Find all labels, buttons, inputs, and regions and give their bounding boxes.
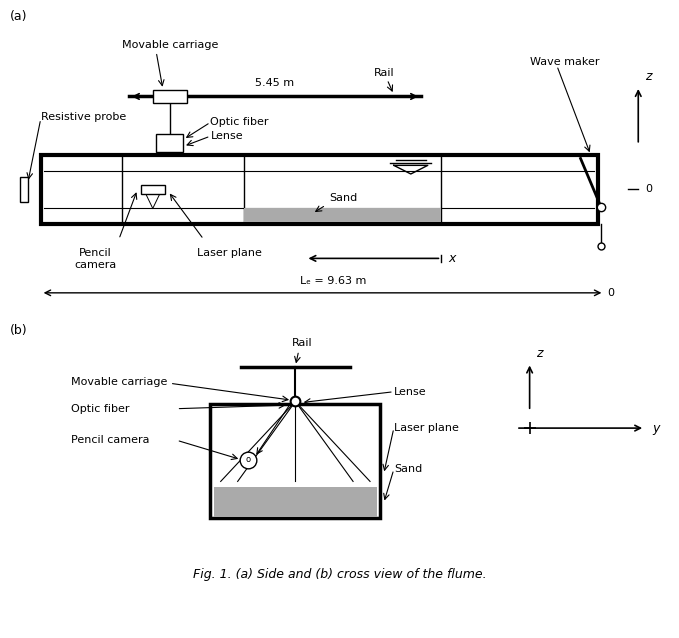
Text: Sand: Sand: [394, 464, 422, 474]
Text: Optic fiber: Optic fiber: [71, 404, 130, 413]
Text: z: z: [536, 347, 543, 360]
Bar: [214, 487, 377, 517]
Text: Rail: Rail: [373, 68, 394, 78]
Text: y: y: [652, 422, 659, 434]
Text: Lₑ = 9.63 m: Lₑ = 9.63 m: [299, 276, 366, 286]
Text: z: z: [645, 70, 652, 83]
Text: 0: 0: [645, 184, 652, 195]
Text: 5.45 m: 5.45 m: [255, 78, 295, 88]
Text: Resistive probe: Resistive probe: [41, 112, 126, 122]
Bar: [244, 209, 441, 222]
Text: Movable carriage: Movable carriage: [122, 40, 218, 50]
Text: Sand: Sand: [329, 193, 357, 203]
Text: Pencil camera: Pencil camera: [71, 435, 150, 445]
Bar: [210, 404, 380, 518]
Bar: [41, 155, 598, 224]
Bar: [141, 184, 165, 195]
Bar: [153, 89, 187, 103]
Text: o: o: [245, 455, 251, 464]
Text: Lense: Lense: [210, 131, 243, 141]
Text: Wave maker: Wave maker: [530, 57, 599, 67]
Text: Lense: Lense: [394, 387, 426, 397]
Text: Laser plane: Laser plane: [394, 423, 459, 433]
Text: Fig. 1. (a) Side and (b) cross view of the flume.: Fig. 1. (a) Side and (b) cross view of t…: [193, 568, 486, 581]
Text: (a): (a): [10, 10, 28, 24]
Text: Optic fiber: Optic fiber: [210, 117, 269, 128]
Text: (b): (b): [10, 324, 28, 337]
Text: Rail: Rail: [292, 338, 312, 348]
Bar: [20, 177, 28, 202]
Bar: [156, 135, 183, 152]
Text: 0: 0: [608, 288, 614, 298]
Text: Laser plane: Laser plane: [197, 248, 262, 258]
Text: Movable carriage: Movable carriage: [71, 377, 168, 387]
Text: x: x: [448, 252, 456, 265]
Text: Pencil
camera: Pencil camera: [74, 248, 116, 270]
